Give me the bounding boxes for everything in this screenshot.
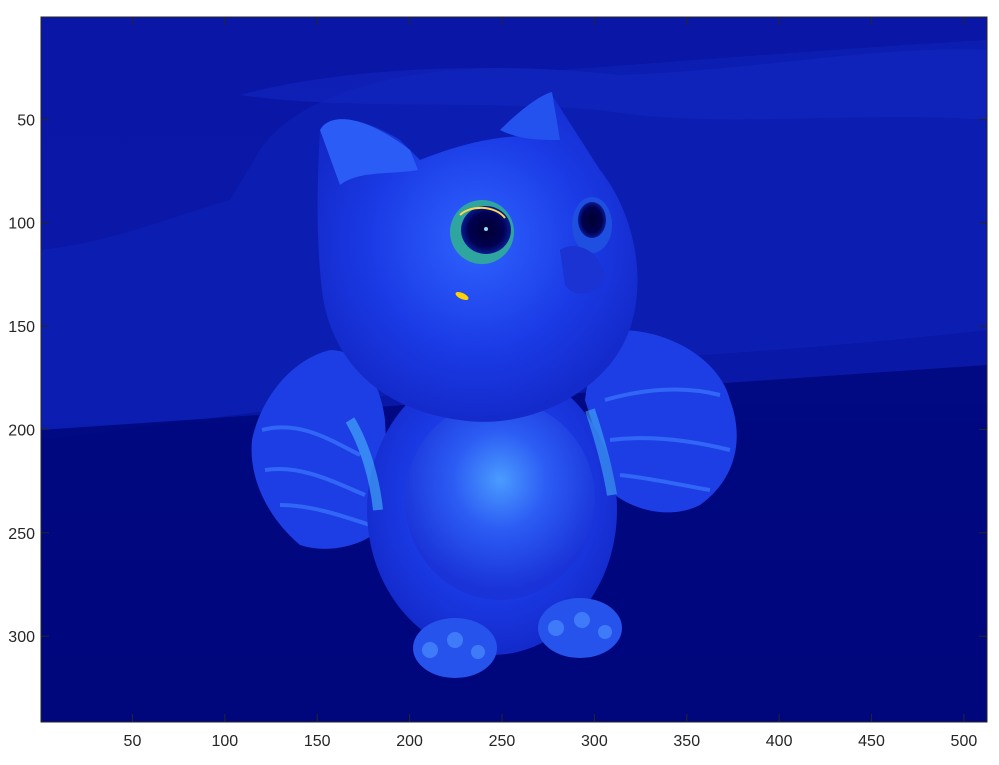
owl-right-wing [585, 330, 737, 513]
axes-frame [40, 16, 988, 723]
y-axis: 50 100 150 200 250 300 [8, 112, 987, 646]
owl-beak [560, 246, 605, 294]
x-tick-label: 50 [124, 733, 142, 750]
owl-belly [405, 400, 595, 600]
x-tick-label: 150 [304, 733, 331, 750]
x-tick-label: 500 [951, 733, 978, 750]
hot-spot [455, 291, 469, 301]
y-tick-label: 100 [8, 216, 35, 233]
owl-left-ear [320, 119, 418, 185]
y-tick-label: 250 [8, 526, 35, 543]
owl-right-ear [500, 92, 560, 140]
x-tick-label: 100 [211, 733, 238, 750]
x-tick-label: 350 [673, 733, 700, 750]
x-tick-label: 250 [489, 733, 516, 750]
y-tick-label: 300 [8, 629, 35, 646]
y-tick-label: 150 [8, 319, 35, 336]
x-axis: 50 100 150 200 250 300 350 400 450 500 [124, 17, 978, 750]
owl-figurine [251, 92, 737, 678]
y-tick-label: 50 [17, 112, 35, 129]
owl-right-eye [578, 202, 606, 238]
owl-left-wing [251, 350, 390, 549]
x-tick-label: 450 [858, 733, 885, 750]
x-tick-label: 400 [766, 733, 793, 750]
image-plot [41, 17, 987, 722]
cloth-fold [240, 49, 987, 121]
y-tick-label: 200 [8, 422, 35, 439]
owl-right-foot [538, 598, 622, 658]
x-tick-label: 300 [581, 733, 608, 750]
x-tick-label: 200 [396, 733, 423, 750]
